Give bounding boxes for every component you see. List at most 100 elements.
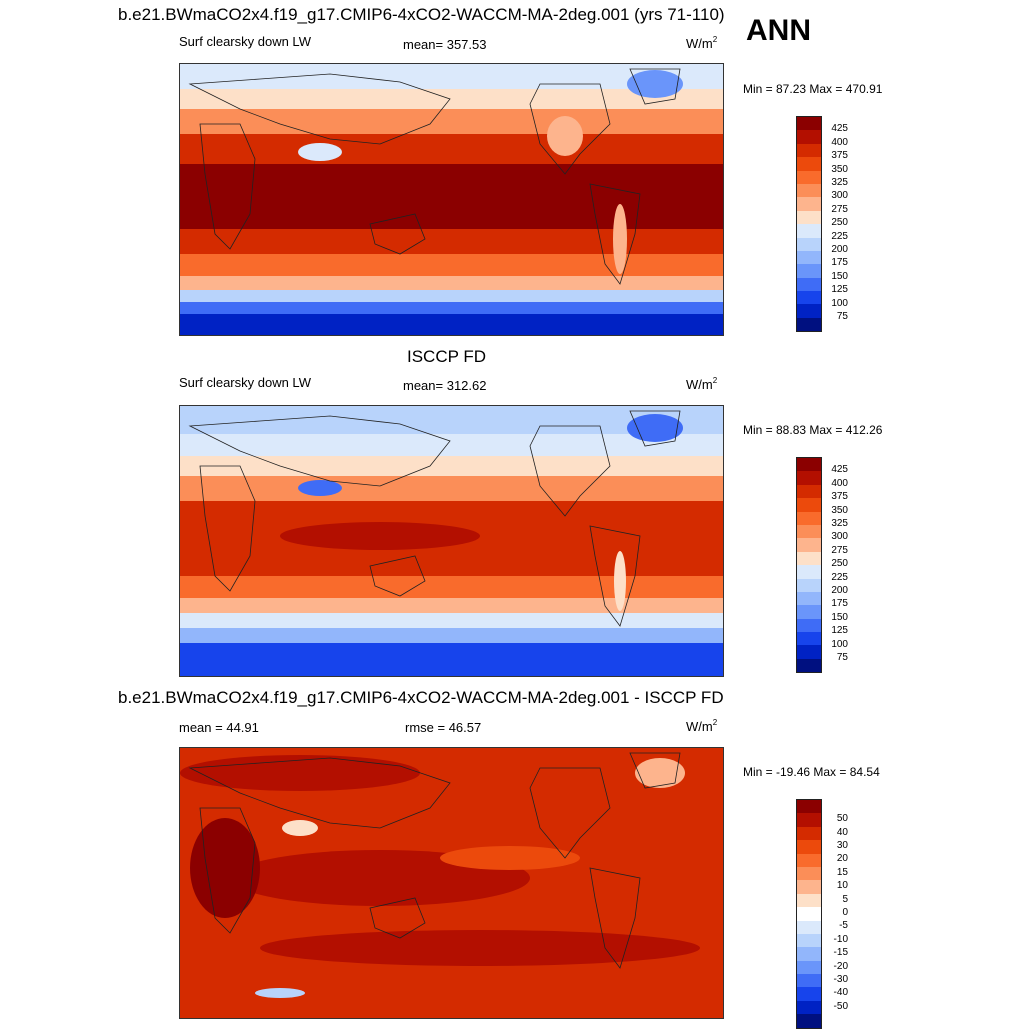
p1-band-7	[180, 254, 723, 276]
colorbar-swatch	[797, 524, 821, 539]
colorbar-swatch	[797, 117, 821, 131]
colorbar-swatch	[797, 800, 821, 814]
colorbar-swatch	[797, 130, 821, 144]
colorbar-label: 200	[831, 585, 848, 596]
colorbar-swatch	[797, 1000, 821, 1015]
colorbar-label: 300	[831, 531, 848, 543]
panel-1-minmax: Min = 87.23 Max = 470.91	[743, 82, 883, 96]
p2-band-9	[180, 628, 723, 643]
colorbar-label: 300	[831, 190, 848, 202]
colorbar-swatch	[797, 197, 821, 211]
colorbar-swatch	[797, 458, 821, 472]
colorbar-label: 275	[831, 203, 848, 215]
colorbar-swatch	[797, 840, 821, 854]
colorbar-swatch	[797, 987, 821, 1001]
colorbar-swatch	[797, 907, 821, 921]
colorbar-label: 425	[831, 123, 848, 135]
colorbar-swatch	[797, 618, 821, 633]
colorbar-swatch	[797, 157, 821, 171]
colorbar-label: -15	[833, 947, 848, 959]
colorbar-swatch	[797, 277, 821, 292]
p1-greenland-cold	[627, 70, 683, 98]
colorbar-label: 375	[831, 150, 848, 162]
colorbar-label: 350	[831, 163, 848, 175]
p2-band-3	[180, 456, 723, 476]
colorbar-label: -50	[833, 1000, 848, 1012]
colorbar-label: 400	[831, 477, 848, 489]
p3-nh-high	[180, 755, 420, 791]
colorbar-label: 225	[831, 571, 848, 583]
colorbar-label: 75	[836, 311, 848, 322]
colorbar-swatch	[797, 880, 821, 894]
p3-sh-high	[260, 930, 700, 966]
colorbar-label: 425	[831, 464, 848, 476]
colorbar-label: 50	[836, 813, 848, 825]
colorbar-swatch	[797, 170, 821, 184]
colorbar-swatch	[797, 250, 821, 265]
p2-band-7	[180, 598, 723, 613]
panel-1-units: W/m2	[686, 35, 718, 51]
p1-coastlines	[188, 68, 681, 285]
p1-band-3	[180, 109, 723, 134]
colorbar-swatch	[797, 210, 821, 225]
p1-band-2	[180, 89, 723, 109]
colorbar-swatch	[797, 920, 821, 934]
colorbar-label: 175	[831, 257, 848, 269]
panel-1-mean-label: mean= 357.53	[403, 37, 487, 52]
colorbar-label: 10	[836, 880, 848, 892]
colorbar-swatch	[797, 591, 821, 606]
colorbar-swatch	[797, 1014, 821, 1028]
p2-band-10	[180, 643, 723, 676]
p1-band-4	[180, 134, 723, 164]
panel-2-variable-label: Surf clearsky down LW	[179, 375, 311, 390]
colorbar-label: 20	[836, 853, 848, 865]
panel-2-units: W/m2	[686, 376, 718, 392]
p1-band-9	[180, 290, 723, 302]
colorbar-label: 75	[836, 652, 848, 663]
colorbar-label: -30	[833, 973, 848, 985]
colorbar-swatch	[797, 933, 821, 948]
panel-3-mean-label: mean = 44.91	[179, 720, 259, 735]
panel-3-rmse-label: rmse = 46.57	[405, 720, 482, 735]
colorbar-label: 30	[836, 839, 848, 851]
colorbar-swatch	[797, 264, 821, 278]
colorbar-label: 15	[836, 866, 848, 878]
colorbar-swatch	[797, 960, 821, 975]
colorbar-label: 250	[831, 558, 848, 570]
colorbar-swatch	[797, 632, 821, 646]
panel-1-title: b.e21.BWmaCO2x4.f19_g17.CMIP6-4xCO2-WACC…	[118, 5, 725, 24]
colorbar-swatch	[797, 605, 821, 619]
colorbar-swatch	[797, 853, 821, 867]
p1-band-8	[180, 276, 723, 290]
colorbar-label: 125	[831, 284, 848, 296]
panel-2-minmax: Min = 88.83 Max = 412.26	[743, 423, 883, 437]
colorbar-swatch	[797, 893, 821, 908]
panel-1-colorbar	[796, 116, 822, 333]
panel-2-map	[179, 405, 724, 677]
colorbar-swatch	[797, 658, 821, 673]
colorbar-label: 250	[831, 217, 848, 229]
colorbar-swatch	[797, 237, 821, 251]
colorbar-label: -10	[833, 933, 848, 945]
p1-andes	[613, 204, 627, 274]
colorbar-label: 0	[842, 906, 848, 918]
colorbar-swatch	[797, 183, 821, 198]
colorbar-swatch	[797, 304, 821, 318]
colorbar-label: 40	[836, 826, 848, 838]
colorbar-swatch	[797, 471, 821, 485]
colorbar-label: 400	[831, 136, 848, 148]
colorbar-swatch	[797, 484, 821, 499]
panel-2-mean-label: mean= 312.62	[403, 378, 487, 393]
p2-band-2	[180, 434, 723, 456]
colorbar-label: -5	[839, 920, 848, 932]
colorbar-label: -20	[833, 960, 848, 972]
panel-3-units: W/m2	[686, 718, 718, 734]
p1-tibet-cold	[298, 143, 342, 161]
p1-band-11	[180, 314, 723, 335]
colorbar-swatch	[797, 511, 821, 525]
p2-band-8	[180, 613, 723, 628]
colorbar-label: 350	[831, 504, 848, 516]
panel-2-title: ISCCP FD	[407, 347, 487, 366]
colorbar-swatch	[797, 578, 821, 592]
colorbar-label: 325	[831, 518, 848, 529]
